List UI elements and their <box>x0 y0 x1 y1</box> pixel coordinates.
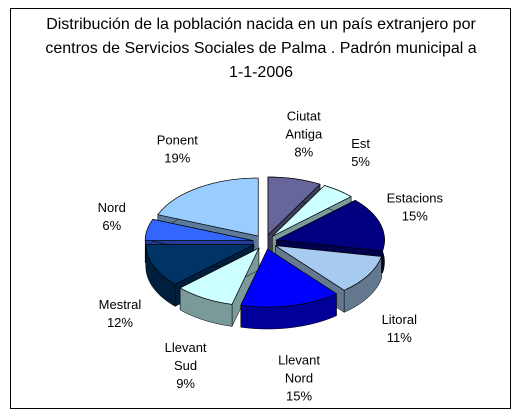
slice-top <box>275 245 382 291</box>
slice-value-label: 6% <box>102 218 121 233</box>
slice-top <box>272 185 352 237</box>
slice-label: Litoral <box>382 312 418 327</box>
slice-label: Estacions <box>387 190 444 205</box>
slice-top <box>275 199 385 252</box>
chart-title: Distribución de la población nacida en u… <box>45 16 477 81</box>
slice-value-label: 15% <box>402 208 428 223</box>
slice-value-label: 5% <box>351 154 370 169</box>
slice-top <box>179 247 260 305</box>
slice-label: Mestral <box>99 297 142 312</box>
slice-top <box>144 218 254 242</box>
slice-label: Ponent <box>157 132 199 147</box>
slice-value-label: 15% <box>286 388 312 403</box>
pie-slice <box>179 247 260 327</box>
slice-label: Llevant Nord <box>278 352 320 385</box>
slice-top <box>157 177 259 237</box>
slice-value-label: 12% <box>107 315 133 330</box>
slice-label: Est <box>351 136 370 151</box>
slice-value-label: 11% <box>387 330 412 345</box>
pie-slice <box>240 248 338 330</box>
slice-value-label: 19% <box>164 150 190 165</box>
slice-top <box>145 244 255 285</box>
chart-frame <box>10 8 511 409</box>
slice-top <box>267 176 321 236</box>
slice-value-label: 8% <box>294 144 313 159</box>
slice-label: Nord <box>98 200 126 215</box>
slice-value-label: 9% <box>176 376 195 391</box>
slice-top <box>240 248 338 308</box>
slice-label: Ciutat Antiga <box>285 108 323 141</box>
slice-label: Llevant Sud <box>165 340 207 373</box>
